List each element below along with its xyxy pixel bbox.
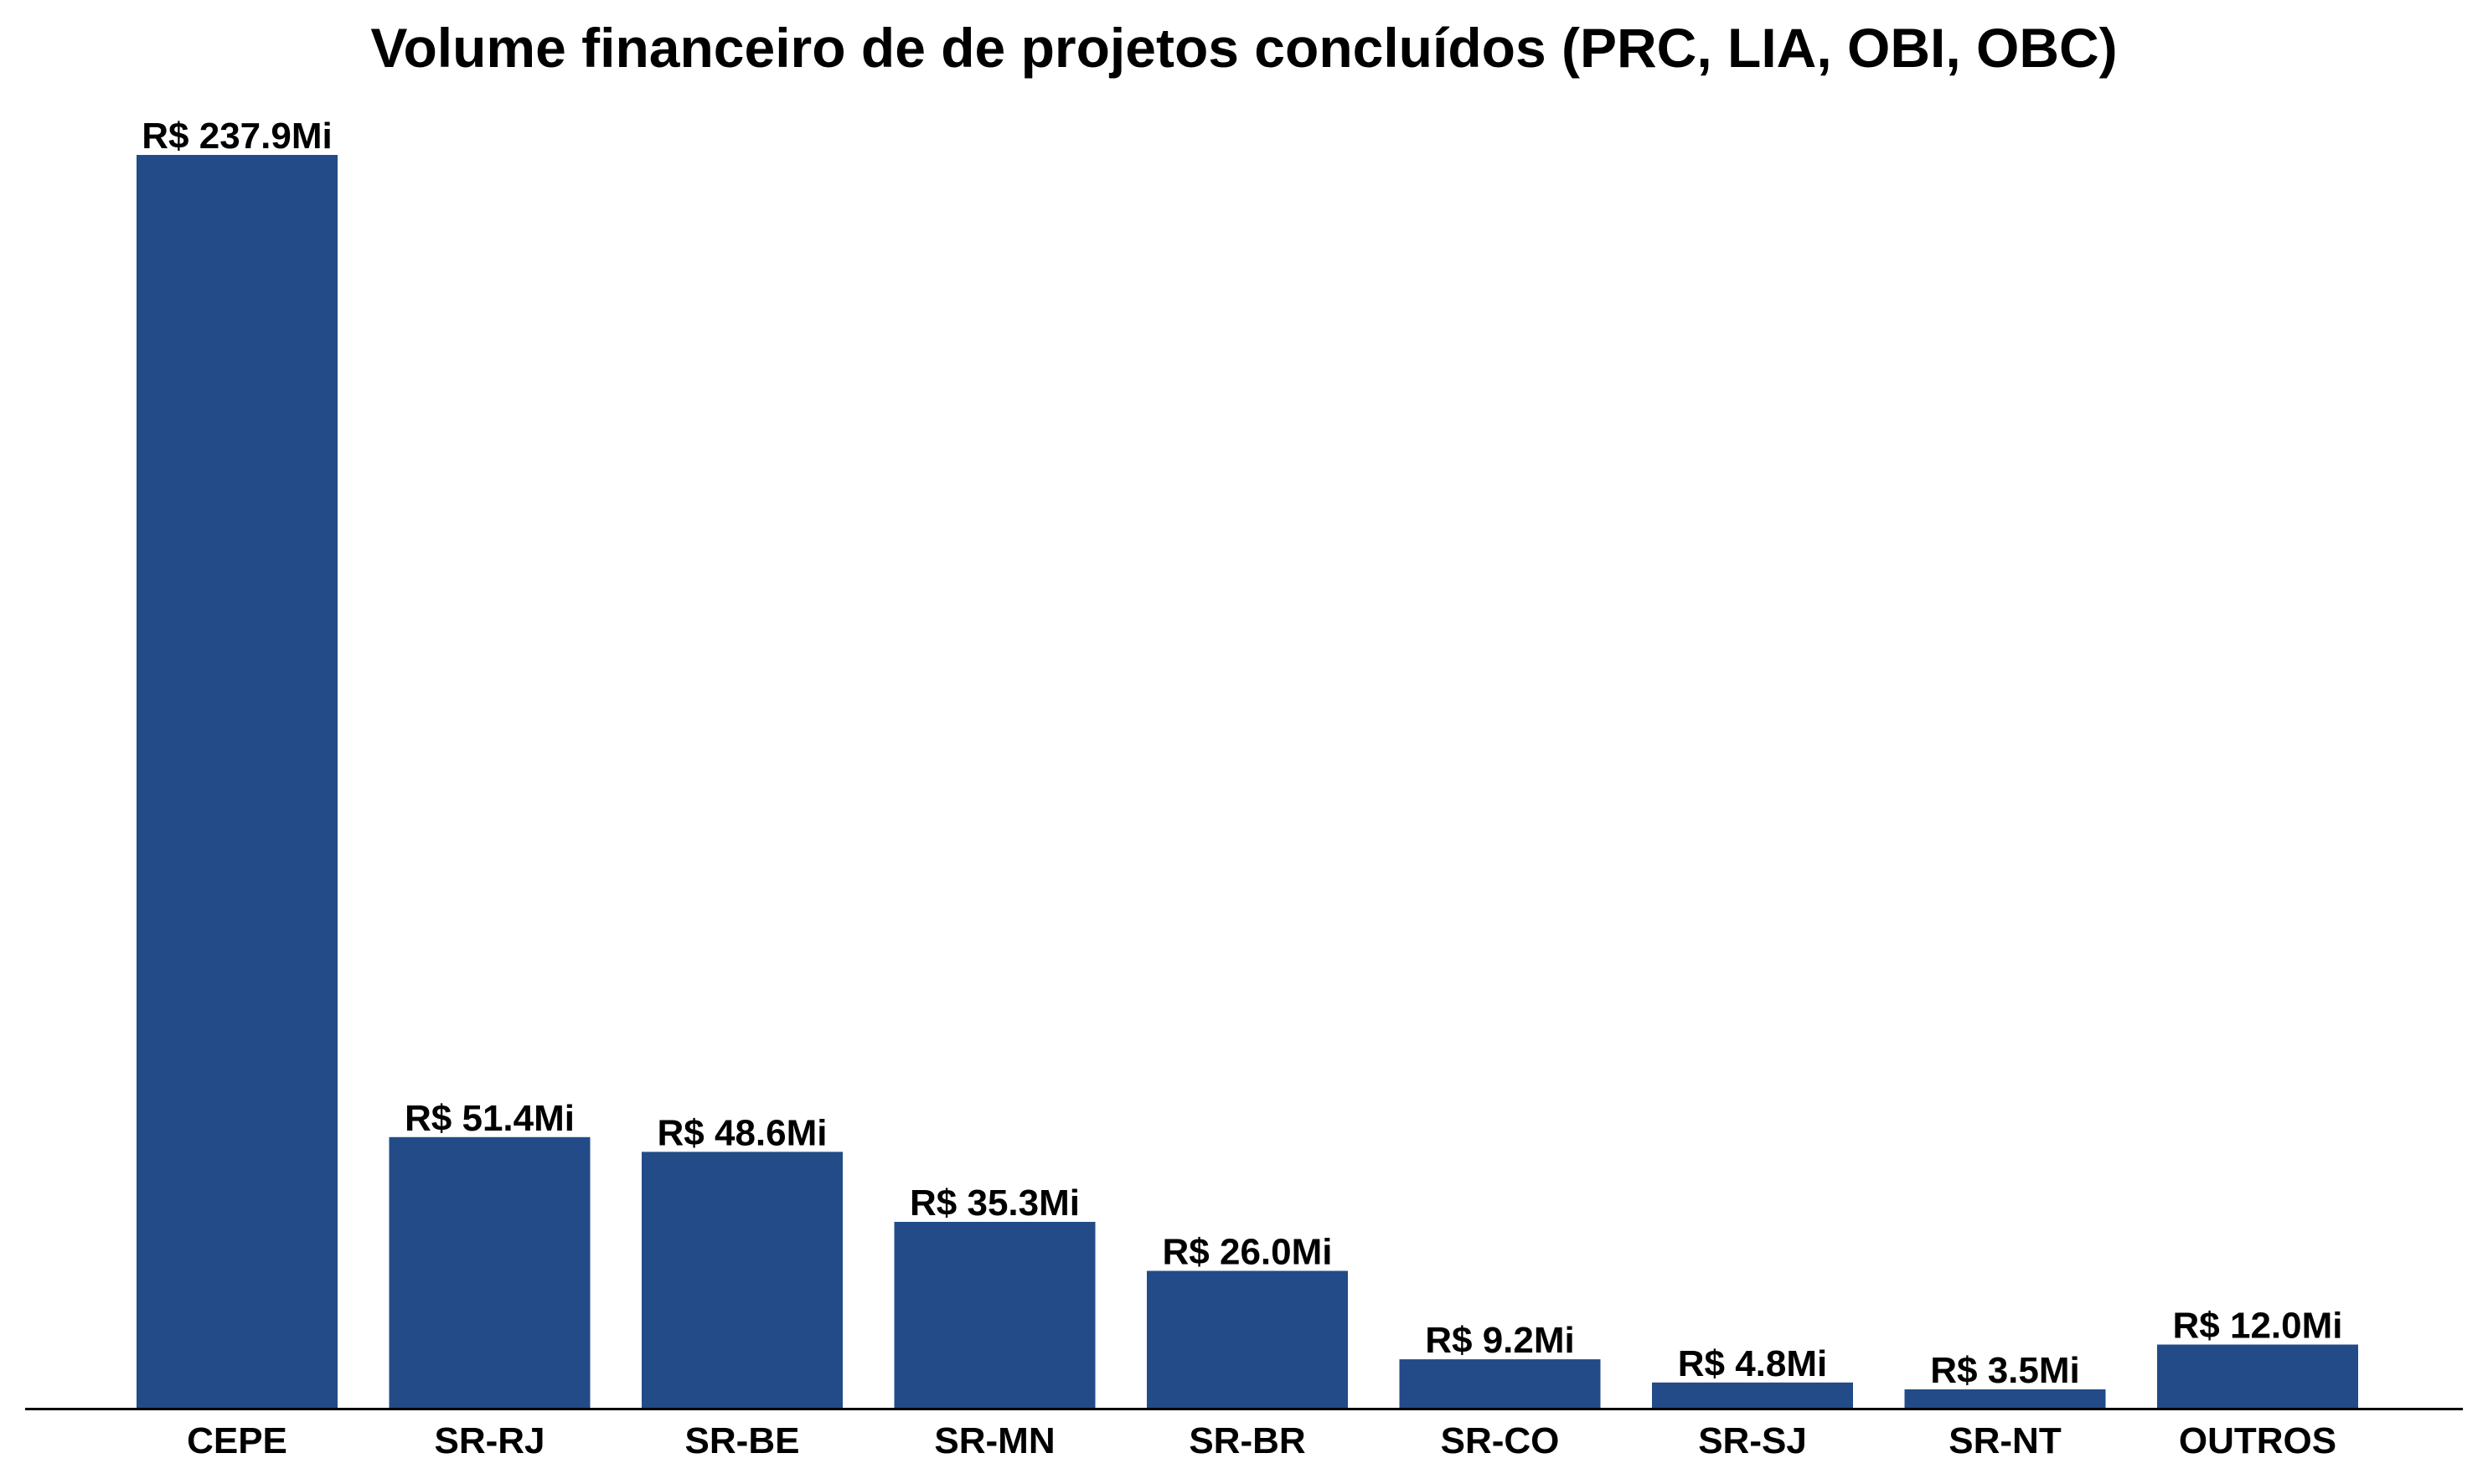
x-tick-label-sr-co: SR-CO bbox=[1441, 1420, 1560, 1461]
chart-title: Volume financeiro de de projetos concluí… bbox=[370, 17, 2117, 79]
bar-sr-mn bbox=[894, 1222, 1096, 1408]
data-label-sr-mn: R$ 35.3Mi bbox=[910, 1183, 1080, 1224]
data-label-cepe: R$ 237.9Mi bbox=[142, 116, 332, 157]
x-tick-label-sr-mn: SR-MN bbox=[934, 1420, 1055, 1461]
data-labels-layer: R$ 237.9Mi R$ 51.4Mi R$ 48.6Mi R$ 35.3Mi R$ … bbox=[142, 116, 2342, 1391]
x-tick-label-sr-br: SR-BR bbox=[1189, 1420, 1305, 1461]
bar-sr-rj bbox=[389, 1136, 591, 1408]
data-label-sr-be: R$ 48.6Mi bbox=[658, 1112, 828, 1153]
x-tick-label-sr-rj: SR-RJ bbox=[434, 1420, 545, 1461]
x-tick-label-outros: OUTROS bbox=[2179, 1420, 2336, 1461]
bars-layer bbox=[137, 155, 2358, 1408]
x-tick-label-sr-sj: SR-SJ bbox=[1698, 1420, 1807, 1461]
x-tick-label-sr-be: SR-BE bbox=[685, 1420, 800, 1461]
bar-outros bbox=[2157, 1344, 2358, 1408]
data-label-sr-rj: R$ 51.4Mi bbox=[405, 1098, 575, 1139]
bar-sr-sj bbox=[1652, 1382, 1853, 1408]
x-tick-label-sr-nt: SR-NT bbox=[1949, 1420, 2062, 1461]
x-tick-label-cepe: CEPE bbox=[187, 1420, 287, 1461]
bar-sr-nt bbox=[1904, 1389, 2106, 1408]
data-label-sr-sj: R$ 4.8Mi bbox=[1678, 1343, 1828, 1384]
data-label-outros: R$ 12.0Mi bbox=[2173, 1306, 2343, 1347]
data-label-sr-co: R$ 9.2Mi bbox=[1425, 1320, 1575, 1361]
bar-sr-co bbox=[1399, 1359, 1601, 1408]
data-label-sr-nt: R$ 3.5Mi bbox=[1930, 1350, 2080, 1391]
data-label-sr-br: R$ 26.0Mi bbox=[1163, 1232, 1333, 1273]
bar-sr-br bbox=[1147, 1270, 1348, 1408]
bar-cepe bbox=[137, 155, 338, 1408]
bar-sr-be bbox=[642, 1152, 843, 1408]
x-tick-labels-layer: CEPE SR-RJ SR-BE SR-MN SR-BR SR-CO SR-SJ SR-NT O… bbox=[187, 1420, 2336, 1461]
